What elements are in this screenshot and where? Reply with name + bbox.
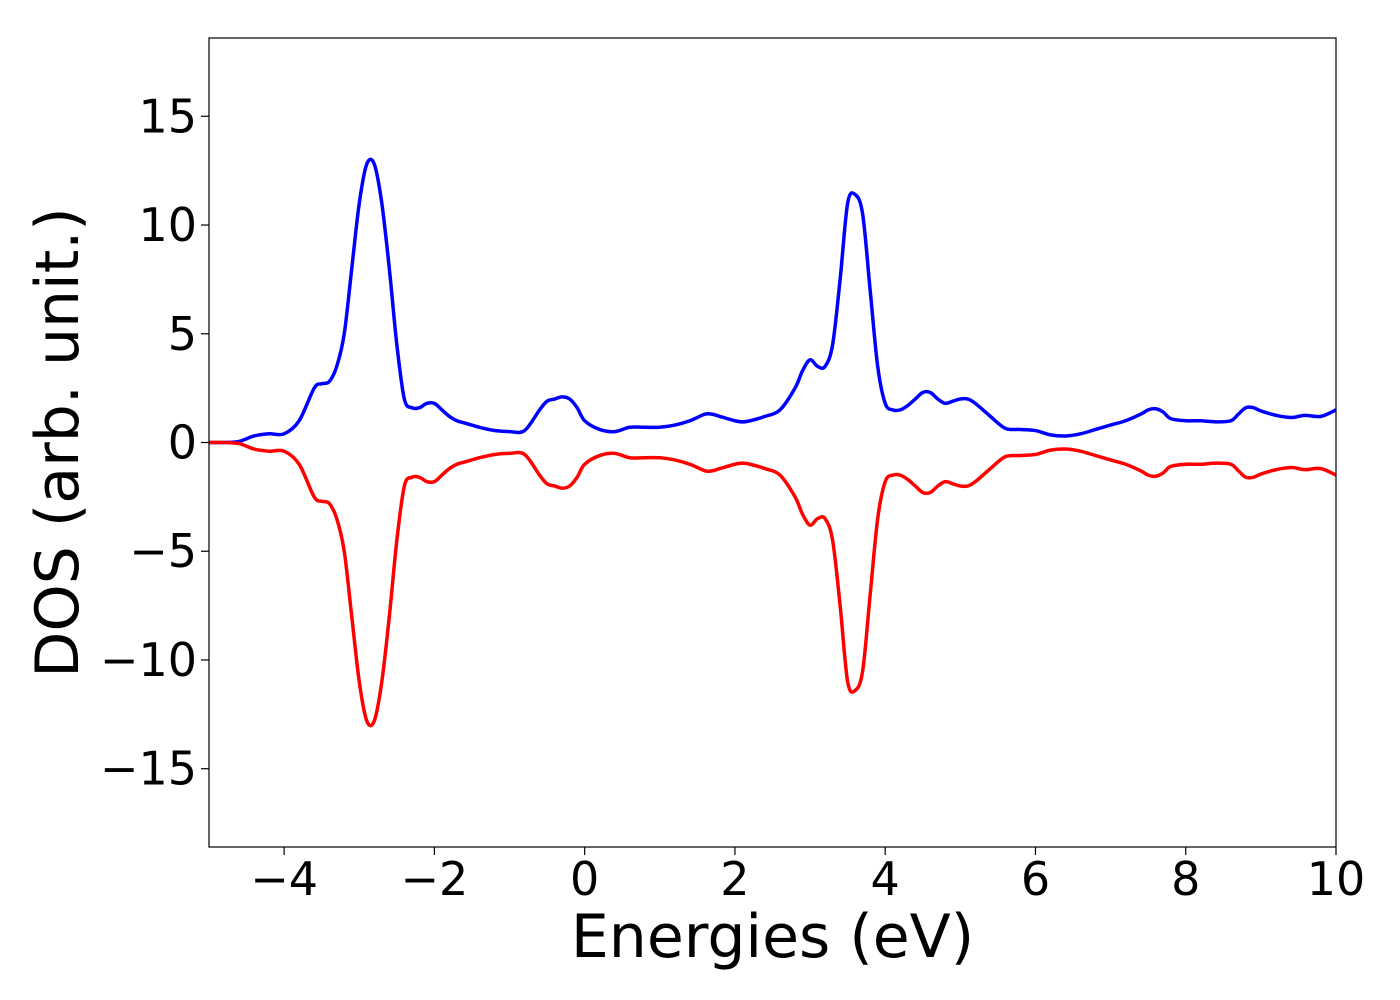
x-tick-label: −4 [250,852,318,906]
x-tick-label: 2 [720,852,749,906]
x-tick-label: 4 [871,852,900,906]
x-tick-label: 6 [1021,852,1050,906]
ticks-layer: −4 −2 0 2 4 6 8 10 15 10 5 0 −5 −10 −15 [100,89,1365,906]
x-tick-label: 10 [1307,852,1366,906]
y-tick-label: 15 [138,89,197,143]
y-tick-label: −15 [100,742,197,796]
y-tick-label: 10 [138,198,197,252]
y-tick-label: 0 [168,416,197,470]
x-tick-label: 0 [570,852,599,906]
series-layer [208,157,1337,728]
y-tick-label: 5 [168,307,197,361]
series-line-1 [208,440,1337,728]
x-tick-label: −2 [400,852,468,906]
x-tick-label: 8 [1171,852,1200,906]
y-tick-label: −10 [100,633,197,687]
series-line-0 [208,157,1337,445]
x-axis-title: Energies (eV) [571,902,974,972]
y-tick-label: −5 [129,524,197,578]
y-axis-title: DOS (arb. unit.) [23,207,93,677]
